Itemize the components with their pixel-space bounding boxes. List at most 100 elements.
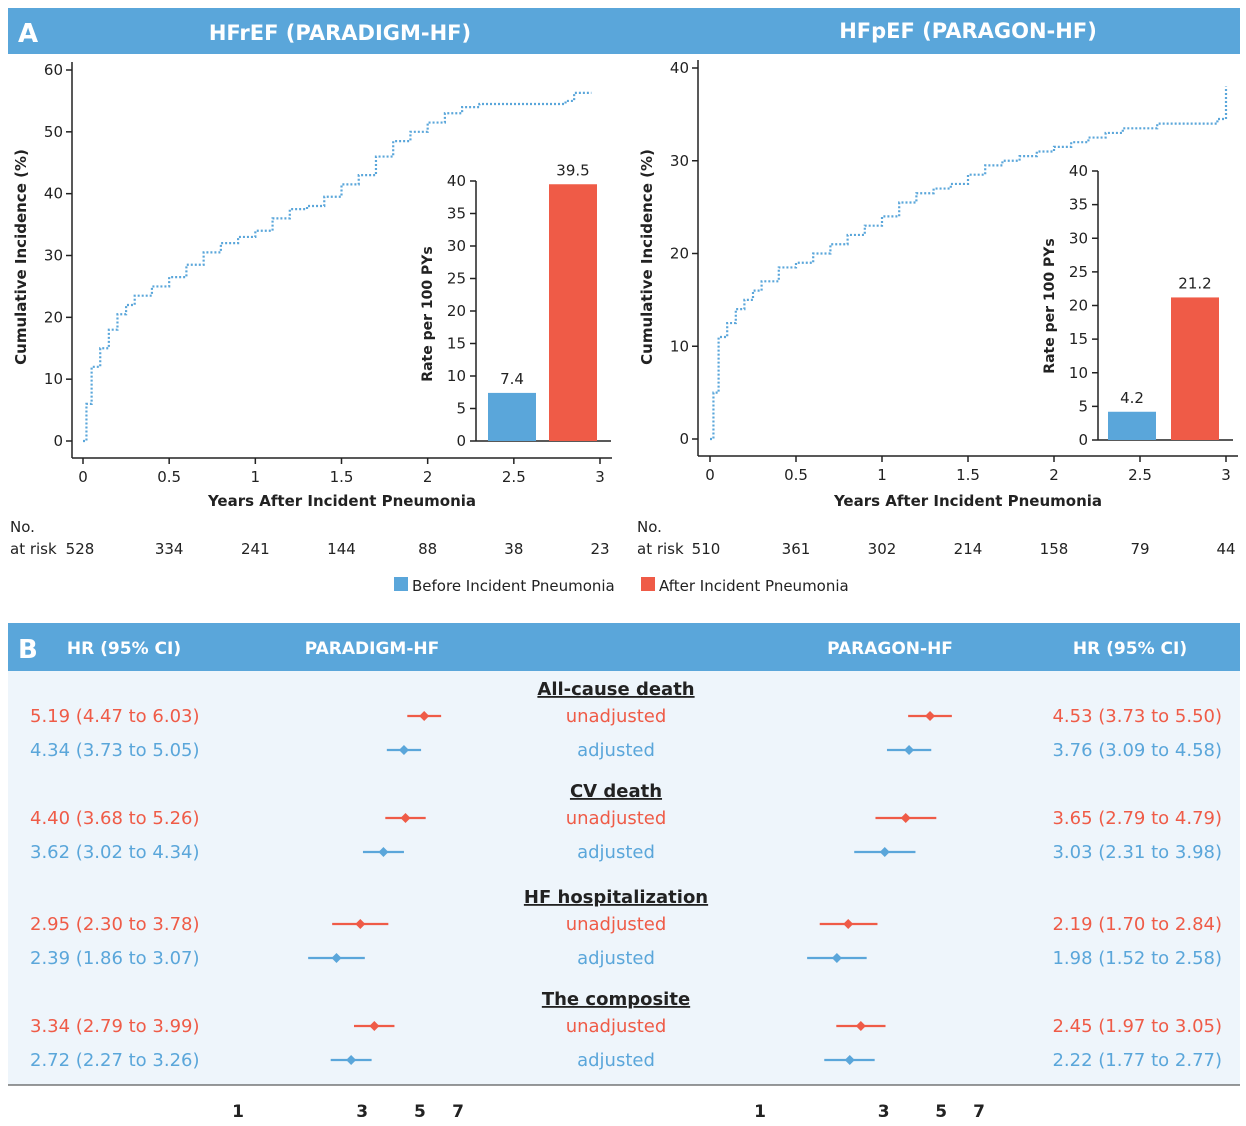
left-inset-y-tick-label: 10 bbox=[447, 367, 466, 385]
left-inset-bar-chart: Rate per 100 PYs 0 5 10 15 20 25 30 35 40 7.4 39.5 bbox=[420, 161, 611, 450]
paradigm-hr-text: 4.34 (3.73 to 5.05) bbox=[30, 740, 200, 761]
left-x-tick-label: 2.5 bbox=[502, 468, 526, 486]
left-inset-y-axis-title: Rate per 100 PYs bbox=[420, 246, 436, 381]
right-y-axis-title: Cumulative Incidence (%) bbox=[638, 149, 656, 365]
right-y-tick-label: 30 bbox=[670, 152, 689, 170]
paradigm-hr-point bbox=[419, 711, 430, 721]
right-y-tick-label: 10 bbox=[670, 337, 689, 355]
left-x-axis-title: Years After Incident Pneumonia bbox=[207, 492, 476, 510]
right-inset-y-axis-title: Rate per 100 PYs bbox=[1042, 238, 1058, 373]
right-y-ticks: 0 10 20 30 40 bbox=[670, 59, 698, 448]
forest-x-ticks: 1 3 5 7 1 3 5 7 bbox=[232, 1102, 985, 1122]
right-risk-count: 214 bbox=[954, 540, 983, 558]
paradigm-forest-tick-label: 3 bbox=[356, 1102, 368, 1122]
left-x-tick-label: 1.5 bbox=[330, 468, 354, 486]
right-x-tick-label: 2 bbox=[1049, 466, 1059, 484]
paragon-hr-text: 4.53 (3.73 to 5.50) bbox=[1052, 706, 1222, 727]
left-inset-y-tick-label: 25 bbox=[447, 270, 466, 288]
paragon-forest-tick-label: 7 bbox=[973, 1102, 985, 1122]
left-bar-after bbox=[549, 184, 597, 441]
model-label: unadjusted bbox=[566, 914, 667, 935]
left-risk-count: 528 bbox=[66, 540, 95, 558]
right-inset-y-tick-label: 5 bbox=[1078, 397, 1088, 415]
right-number-at-risk: No. at risk 510 361 302 214 158 79 44 bbox=[637, 518, 1236, 558]
left-chart-title: HFrEF (PARADIGM-HF) bbox=[209, 21, 471, 45]
model-label: unadjusted bbox=[566, 1016, 667, 1037]
left-y-tick-label: 50 bbox=[44, 123, 63, 141]
paragon-forest-tick-label: 1 bbox=[754, 1102, 766, 1122]
right-bar-before bbox=[1108, 411, 1156, 440]
right-x-tick-label: 1.5 bbox=[956, 466, 980, 484]
paragon-forest-tick-label: 3 bbox=[878, 1102, 890, 1122]
left-y-tick-label: 10 bbox=[44, 370, 63, 388]
right-x-tick-label: 1 bbox=[877, 466, 887, 484]
legend-swatch-before bbox=[394, 577, 408, 591]
legend-swatch-after bbox=[641, 577, 655, 591]
left-risk-count: 23 bbox=[590, 540, 609, 558]
paragon-hr-point bbox=[843, 919, 854, 929]
left-y-tick-label: 60 bbox=[44, 61, 63, 79]
left-risk-count: 88 bbox=[418, 540, 437, 558]
paragon-hr-point bbox=[879, 847, 890, 857]
left-y-tick-label: 0 bbox=[53, 432, 63, 450]
right-inset-y-tick-label: 35 bbox=[1069, 196, 1088, 214]
paradigm-forest-tick-label: 5 bbox=[414, 1102, 426, 1122]
left-number-at-risk: No. at risk 528 334 241 144 88 38 23 bbox=[10, 518, 610, 558]
right-inset-y-tick-label: 15 bbox=[1069, 330, 1088, 348]
right-y-tick-label: 20 bbox=[670, 245, 689, 263]
paragon-header: PARAGON-HF bbox=[827, 639, 953, 659]
left-inset-y-tick-label: 40 bbox=[447, 172, 466, 190]
outcome-heading: CV death bbox=[570, 781, 662, 802]
right-inset-y-tick-label: 10 bbox=[1069, 364, 1088, 382]
right-axes bbox=[697, 60, 1238, 457]
right-risk-count: 510 bbox=[692, 540, 721, 558]
paradigm-hr-text: 3.62 (3.02 to 4.34) bbox=[30, 842, 200, 863]
left-inset-y-tick-label: 30 bbox=[447, 237, 466, 255]
left-bar-value-label: 7.4 bbox=[500, 370, 524, 388]
right-bar-value-label: 21.2 bbox=[1178, 274, 1211, 292]
paradigm-hr-text: 3.34 (2.79 to 3.99) bbox=[30, 1016, 200, 1037]
left-risk-count: 241 bbox=[241, 540, 270, 558]
left-inset-y-tick-label: 35 bbox=[447, 205, 466, 223]
paragon-forest-tick-label: 5 bbox=[935, 1102, 947, 1122]
left-risk-count: 38 bbox=[504, 540, 523, 558]
paragon-hr-text: 3.03 (2.31 to 3.98) bbox=[1052, 842, 1222, 863]
right-inset-y-tick-label: 30 bbox=[1069, 229, 1088, 247]
left-x-tick-label: 0 bbox=[78, 468, 88, 486]
paradigm-hr-text: 5.19 (4.47 to 6.03) bbox=[30, 706, 200, 727]
paradigm-hr-text: 2.72 (2.27 to 3.26) bbox=[30, 1050, 200, 1071]
left-bar-value-label: 39.5 bbox=[556, 161, 589, 179]
paragon-hr-text: 3.76 (3.09 to 4.58) bbox=[1052, 740, 1222, 761]
panel-b-header-bar bbox=[8, 623, 1240, 671]
paradigm-header: PARADIGM-HF bbox=[305, 639, 440, 659]
right-curve bbox=[710, 86, 1228, 441]
model-label: adjusted bbox=[577, 948, 655, 969]
panel-a-header-bar bbox=[8, 8, 1240, 54]
left-incidence-line bbox=[83, 91, 592, 443]
left-y-tick-label: 20 bbox=[44, 308, 63, 326]
paragon-hr-point bbox=[844, 1055, 855, 1065]
paradigm-hr-text: 4.40 (3.68 to 5.26) bbox=[30, 808, 200, 829]
left-risk-count: 334 bbox=[155, 540, 184, 558]
right-y-tick-label: 0 bbox=[679, 430, 689, 448]
right-risk-label-line2: at risk bbox=[637, 540, 684, 558]
model-label: adjusted bbox=[577, 842, 655, 863]
right-risk-count: 158 bbox=[1040, 540, 1069, 558]
paradigm-hr-point bbox=[355, 919, 366, 929]
right-x-tick-label: 3 bbox=[1221, 466, 1231, 484]
forest-rows: All-cause death 5.19 (4.47 to 6.03) unadju… bbox=[30, 679, 1222, 1071]
model-label: adjusted bbox=[577, 740, 655, 761]
right-risk-count: 302 bbox=[868, 540, 897, 558]
left-inset-y-tick-label: 5 bbox=[456, 400, 466, 418]
paragon-hr-point bbox=[925, 711, 936, 721]
left-y-ticks: 0 10 20 30 40 50 60 bbox=[44, 61, 72, 450]
left-risk-count: 144 bbox=[327, 540, 356, 558]
paradigm-hr-text: 2.39 (1.86 to 3.07) bbox=[30, 948, 200, 969]
right-inset-y-tick-label: 40 bbox=[1069, 162, 1088, 180]
left-y-axis-title: Cumulative Incidence (%) bbox=[12, 149, 30, 365]
right-x-axis-title: Years After Incident Pneumonia bbox=[833, 492, 1102, 510]
right-cumulative-incidence-chart: Cumulative Incidence (%) Years After Inc… bbox=[637, 59, 1238, 558]
model-label: unadjusted bbox=[566, 808, 667, 829]
legend: Before Incident Pneumonia After Incident… bbox=[394, 577, 849, 595]
right-risk-count: 361 bbox=[782, 540, 811, 558]
